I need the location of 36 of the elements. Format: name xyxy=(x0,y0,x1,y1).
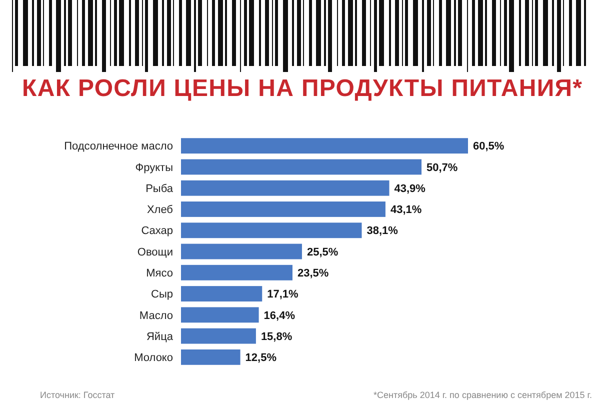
bar xyxy=(181,159,422,175)
data-label: 38,1% xyxy=(366,225,398,238)
y-tick-label: Молоко xyxy=(134,352,173,364)
data-label: 43,1% xyxy=(390,204,422,216)
data-label: 16,4% xyxy=(264,310,296,322)
chart-title: КАК РОСЛИ ЦЕНЫ НА ПРОДУКТЫ ПИТАНИЯ* xyxy=(22,75,583,102)
y-tick-label: Рыба xyxy=(146,182,174,195)
bar xyxy=(181,328,256,344)
bar xyxy=(181,349,240,365)
data-label: 60,5% xyxy=(473,140,504,153)
data-label: 50,7% xyxy=(426,162,458,174)
bar xyxy=(181,244,302,260)
data-label: 25,5% xyxy=(306,246,338,258)
data-label: 43,9% xyxy=(394,182,426,195)
data-label: 17,1% xyxy=(267,288,299,301)
bar xyxy=(181,264,292,280)
y-tick-label: Фрукты xyxy=(135,162,174,174)
bar xyxy=(181,286,262,302)
data-label: 23,5% xyxy=(297,267,329,280)
y-tick-label: Овощи xyxy=(137,246,173,258)
bar xyxy=(181,180,390,196)
y-tick-label: Масло xyxy=(139,310,173,322)
y-tick-label: Мясо xyxy=(146,267,173,280)
bar xyxy=(181,307,259,323)
y-tick-label: Подсолнечное масло xyxy=(64,140,173,153)
y-tick-label: Яйца xyxy=(146,330,174,343)
bar xyxy=(181,222,362,238)
bar xyxy=(181,138,468,154)
data-label: 12,5% xyxy=(245,352,277,364)
y-tick-label: Сахар xyxy=(141,225,173,238)
y-tick-label: Хлеб xyxy=(146,204,173,216)
data-label: 15,8% xyxy=(260,330,292,343)
bar xyxy=(181,202,386,217)
y-tick-label: Сыр xyxy=(151,288,173,301)
text: Источник: Госстат xyxy=(40,390,115,400)
text: *Сентябрь 2014 г. по сравнению с сентябрем 2015 г. xyxy=(374,390,592,400)
